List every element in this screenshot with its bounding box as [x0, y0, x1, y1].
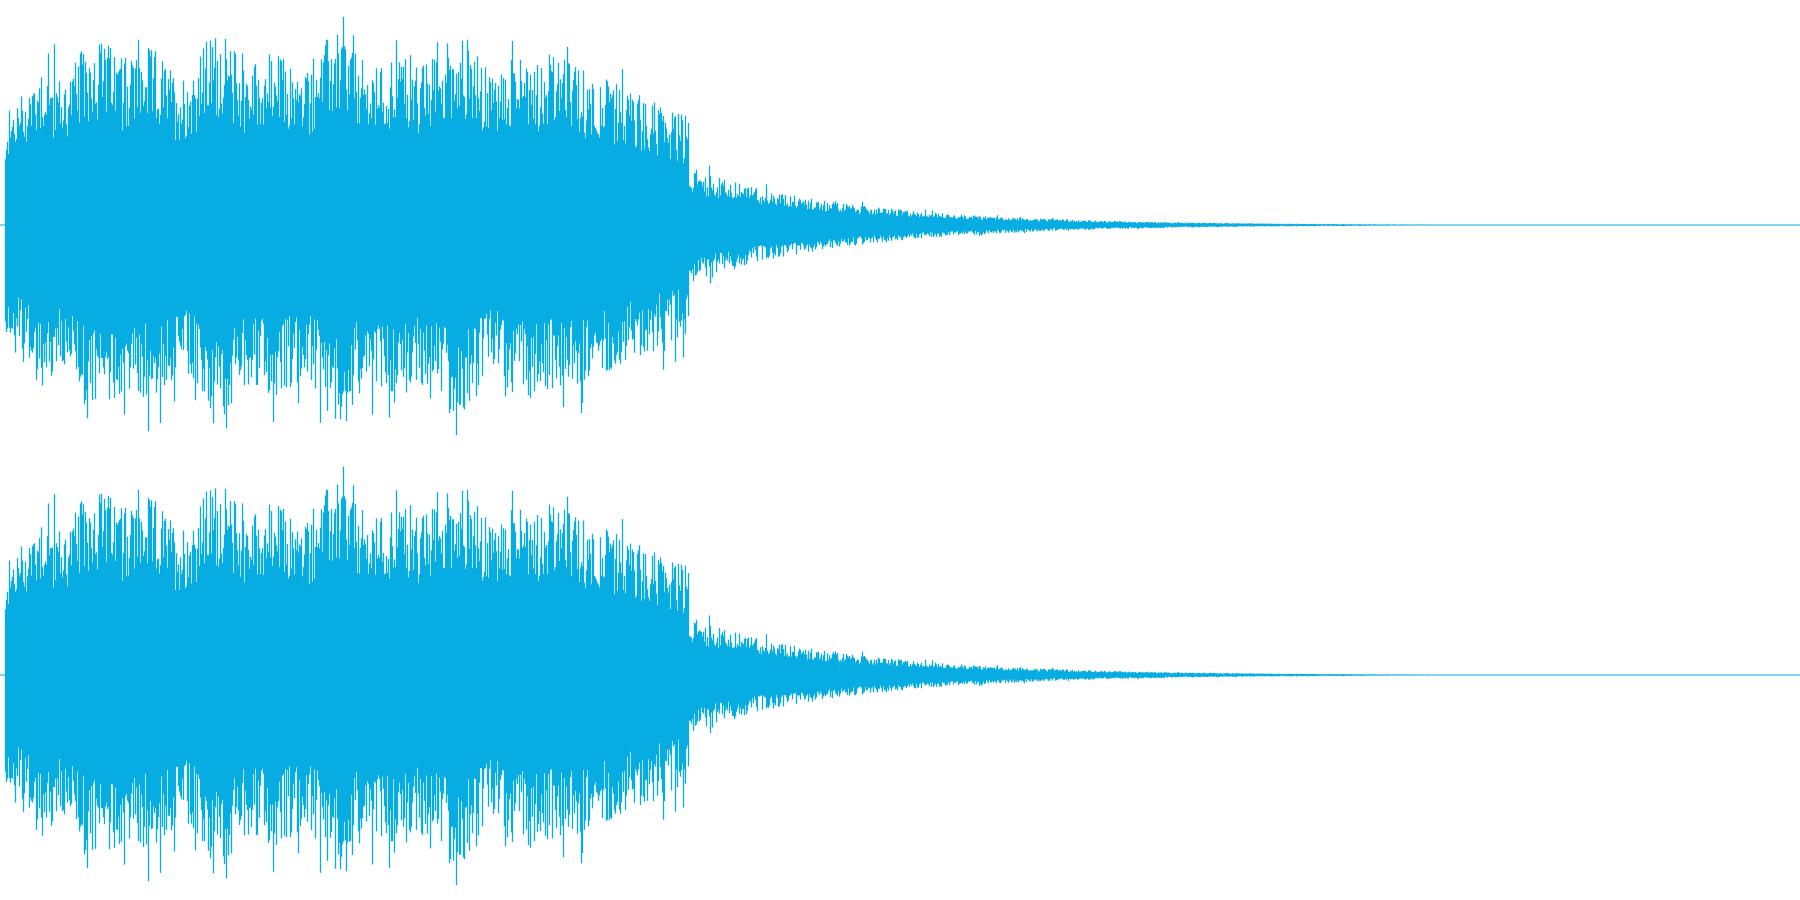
channel-1-waveform [4, 16, 1545, 436]
channel-2-waveform [4, 466, 1545, 886]
